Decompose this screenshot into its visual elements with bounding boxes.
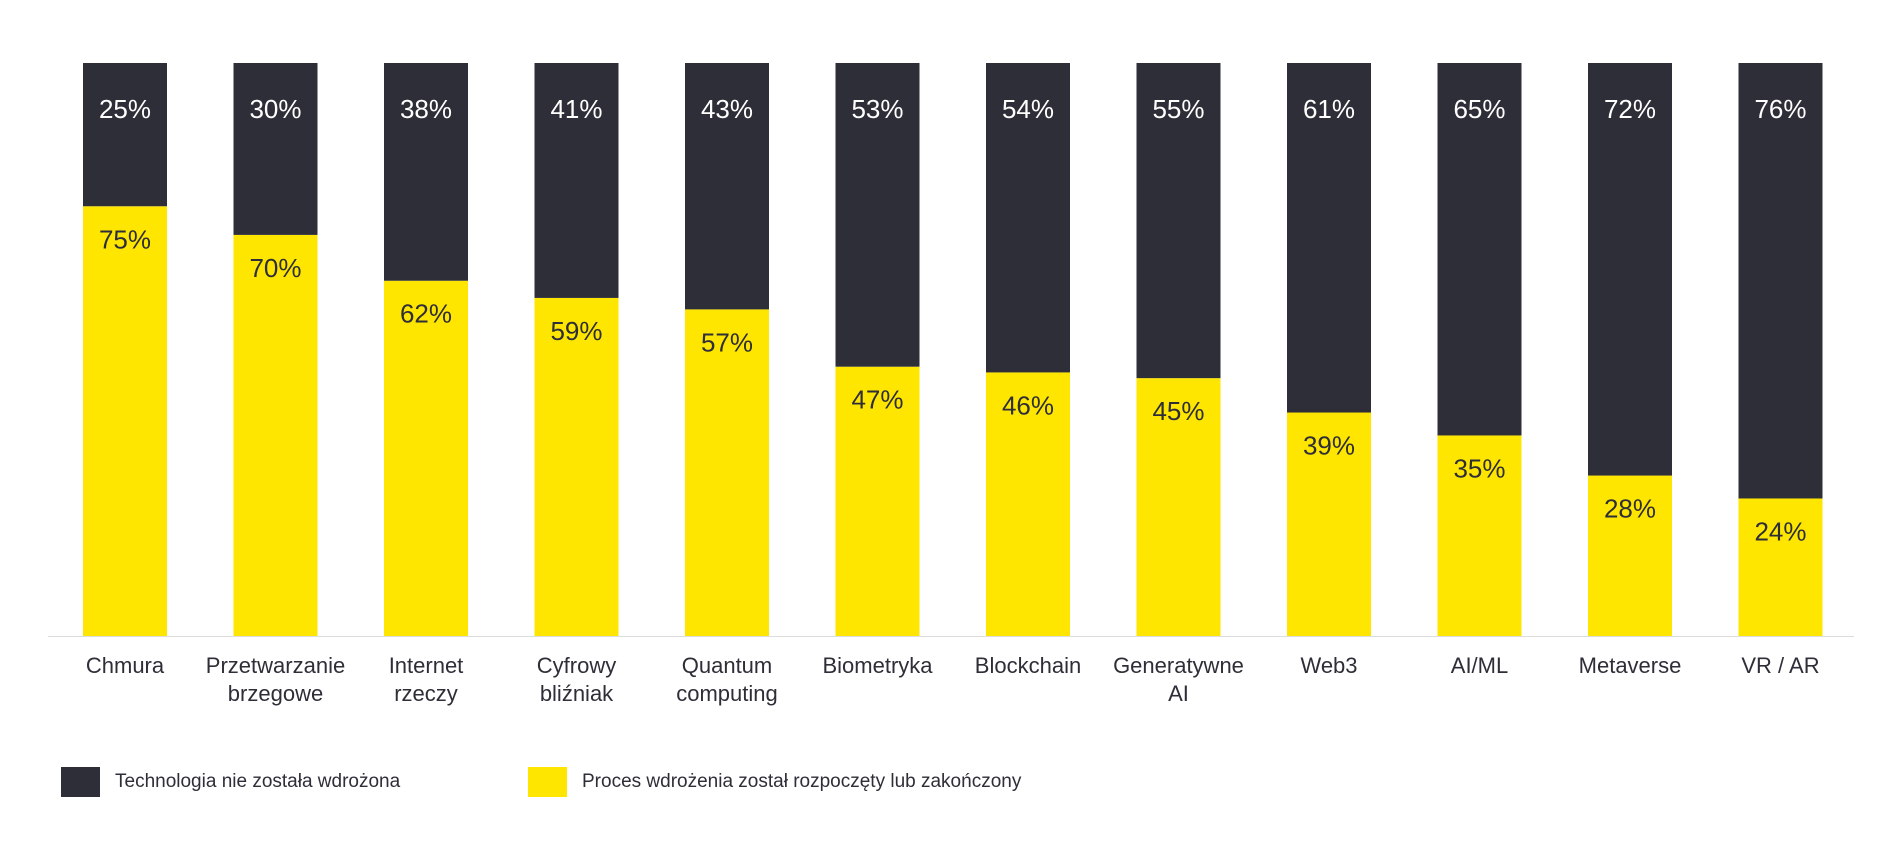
legend-item-implemented: Proces wdrożenia został rozpoczęty lub z… [528,767,1021,797]
x-tick-label: AI/ML [1451,653,1508,678]
data-label: 39% [1303,431,1355,461]
bar-segment-implemented [835,366,920,636]
data-label: 45% [1152,396,1204,426]
x-tick-label: VR / AR [1741,653,1819,678]
bar-segment-not-implemented [384,63,468,281]
data-label: 25% [99,94,151,124]
data-label: 55% [1152,94,1204,124]
bar-segment-not-implemented [1738,63,1823,499]
data-label: 62% [400,299,452,329]
data-label: 61% [1303,94,1355,124]
x-tick-label: Metaverse [1579,653,1682,678]
x-tick-label: Biometryka [822,653,933,678]
bar-segment-not-implemented [1136,63,1221,379]
x-tick-label: AI [1168,681,1189,706]
x-tick-label: Internet [389,653,464,678]
x-tick-label: Chmura [86,653,165,678]
data-label: 30% [249,94,301,124]
data-label: 76% [1754,94,1806,124]
data-label: 72% [1604,94,1656,124]
bar-segment-not-implemented [233,63,318,235]
bar-segment-implemented [1437,435,1522,636]
bar-segment-implemented [83,206,167,636]
data-label: 54% [1002,94,1054,124]
bar-segment-implemented [1287,412,1371,636]
x-tick-label: bliźniak [540,681,614,706]
data-label: 70% [249,253,301,283]
legend-item-not-implemented: Technologia nie została wdrożona [61,767,400,797]
x-tick-label: Blockchain [975,653,1081,678]
data-label: 38% [400,94,452,124]
x-tick-label: Generatywne [1113,653,1244,678]
x-tick-label: Quantum [682,653,773,678]
bar-segment-not-implemented [1588,63,1672,476]
x-tick-label: Cyfrowy [537,653,616,678]
bar-segment-implemented [1738,498,1823,636]
data-label: 53% [851,94,903,124]
data-label: 46% [1002,390,1054,420]
bar-segment-not-implemented [534,63,619,298]
data-label: 43% [701,94,753,124]
data-label: 28% [1604,494,1656,524]
bar-segment-implemented [1588,475,1672,636]
legend-label: Proces wdrożenia został rozpoczęty lub z… [582,771,1022,792]
bar-segment-not-implemented [835,63,920,367]
data-label: 65% [1453,94,1505,124]
x-tick-label: Web3 [1300,653,1357,678]
data-label: 59% [550,316,602,346]
data-label: 47% [851,385,903,415]
bar-segment-implemented [986,372,1070,636]
x-tick-label: rzeczy [394,681,458,706]
bar-segment-not-implemented [83,63,167,207]
bar-segment-implemented [384,280,468,636]
data-label: 24% [1754,516,1806,546]
data-label: 75% [99,224,151,254]
x-tick-label: brzegowe [228,681,323,706]
x-tick-label: Przetwarzanie [206,653,345,678]
legend-swatch-yellow [528,767,567,797]
bar-segment-not-implemented [1287,63,1371,413]
legend-label: Technologia nie została wdrożona [115,771,401,792]
bar-segment-implemented [233,234,318,636]
data-label: 35% [1453,453,1505,483]
bar-segment-not-implemented [1437,63,1522,436]
bar-segment-implemented [1136,378,1221,636]
x-tick-label: computing [676,681,778,706]
bar-segment-implemented [685,309,769,636]
bar-segment-implemented [534,297,619,636]
bar-segment-not-implemented [685,63,769,310]
legend-swatch-dark [61,767,100,797]
bar-segment-not-implemented [986,63,1070,373]
data-label: 57% [701,327,753,357]
data-label: 41% [550,94,602,124]
